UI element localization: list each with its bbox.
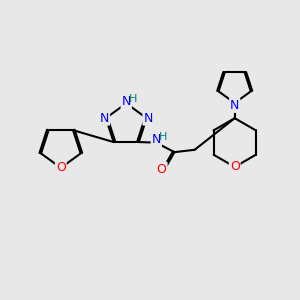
Text: O: O bbox=[56, 161, 66, 174]
Text: O: O bbox=[157, 163, 166, 176]
Text: H: H bbox=[159, 132, 167, 142]
Text: N: N bbox=[122, 95, 131, 108]
Text: N: N bbox=[230, 99, 239, 112]
Text: N: N bbox=[143, 112, 153, 124]
Text: N: N bbox=[100, 112, 109, 124]
Text: O: O bbox=[230, 160, 240, 173]
Text: H: H bbox=[129, 94, 137, 104]
Text: N: N bbox=[152, 133, 161, 146]
